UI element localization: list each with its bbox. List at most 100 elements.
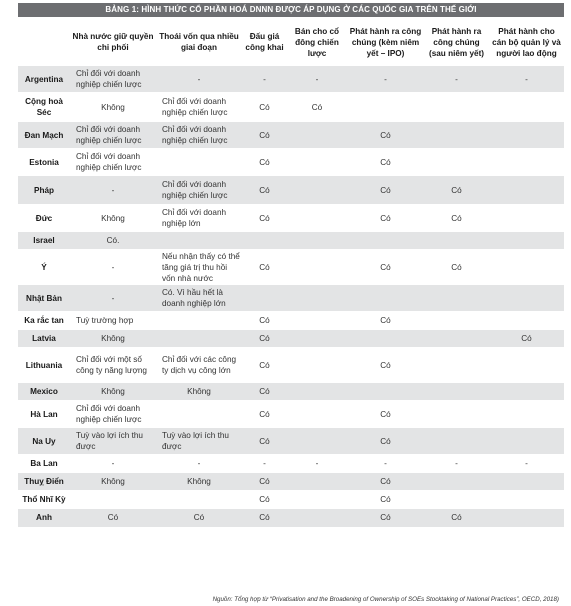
value-cell: - (242, 454, 287, 473)
value-cell: Có (242, 472, 287, 491)
value-cell: Có. Vì hầu hết là doanh nghiệp lớn (156, 284, 242, 312)
table-row: Lithuania Chỉ đối với một số công ty năng… (18, 347, 564, 383)
header-cell: Đấu giá công khai (245, 32, 284, 52)
value-cell: Có (287, 92, 347, 122)
value-cell: Chỉ đối với doanh nghiệp chiến lược (156, 121, 242, 149)
header-cell: Phát hành ra công chúng (sau niêm yết) (428, 26, 485, 58)
value-cell (156, 148, 242, 176)
value-cell (287, 204, 347, 232)
value-cell: - (156, 65, 242, 93)
value-cell (424, 148, 489, 176)
table-title: BẢNG 1: HÌNH THỨC CỔ PHẦN HOÁ DNNN ĐƯỢC … (18, 3, 564, 17)
header-cell: Bán cho cổ đông chiến lược (294, 26, 340, 58)
value-cell (287, 329, 347, 348)
value-cell (347, 231, 424, 250)
value-cell (489, 382, 564, 401)
value-cell: Chỉ đối với một số công ty năng lượng (70, 347, 156, 383)
value-cell (242, 231, 287, 250)
value-cell: Có (242, 400, 287, 428)
header-cell: Phát hành cho cán bộ quản lý và người la… (492, 26, 561, 58)
value-cell: - (70, 284, 156, 312)
value-cell: Có (242, 204, 287, 232)
value-cell: Không (156, 472, 242, 491)
value-cell: Có (424, 249, 489, 285)
value-cell (287, 472, 347, 491)
value-cell (489, 284, 564, 312)
value-cell: Có (242, 148, 287, 176)
country-cell: Thổ Nhĩ Kỳ (18, 490, 70, 509)
country-cell: Đức (18, 204, 70, 232)
header-cell: Phát hành ra công chúng (kèm niêm yết – … (349, 26, 422, 58)
value-cell (489, 490, 564, 509)
value-cell: Có (242, 121, 287, 149)
table-row: Ý - Nếu nhận thấy có thể tăng giá trị thu … (18, 249, 564, 285)
country-cell: Latvia (18, 329, 70, 348)
value-cell: Chỉ đối với doanh nghiệp chiến lược (156, 92, 242, 122)
value-cell: Có (347, 148, 424, 176)
country-cell: Na Uy (18, 427, 70, 455)
value-cell: - (70, 249, 156, 285)
value-cell: Có (242, 508, 287, 527)
table-row: Anh Có Có Có Có Có (18, 508, 564, 527)
country-cell: Ba Lan (18, 454, 70, 473)
source-note: Nguồn: Tổng hợp từ “Privatisation and th… (212, 596, 559, 603)
value-cell: Có (347, 311, 424, 330)
value-cell: Có (347, 472, 424, 491)
value-cell: Chỉ đối với doanh nghiệp chiến lược (70, 148, 156, 176)
value-cell: - (287, 65, 347, 93)
value-cell (70, 490, 156, 509)
value-cell: Có (347, 347, 424, 383)
value-cell (424, 427, 489, 455)
value-cell (489, 427, 564, 455)
value-cell (347, 382, 424, 401)
value-cell: - (156, 454, 242, 473)
value-cell: Có (156, 508, 242, 527)
value-cell (156, 231, 242, 250)
value-cell: Có (242, 347, 287, 383)
value-cell: Có (347, 175, 424, 205)
value-cell (424, 329, 489, 348)
country-cell: Lithuania (18, 347, 70, 383)
value-cell (156, 329, 242, 348)
value-cell: Không (70, 382, 156, 401)
table-row: Mexico Không Không Có (18, 382, 564, 401)
table-row: Argentina Chỉ đối với doanh nghiệp chiến … (18, 65, 564, 93)
value-cell: Không (70, 92, 156, 122)
value-cell: Có (242, 311, 287, 330)
value-cell (424, 382, 489, 401)
country-cell: Cộng hoà Séc (18, 92, 70, 122)
table-row: Estonia Chỉ đối với doanh nghiệp chiến lư… (18, 148, 564, 176)
table-row: Đan Mạch Chỉ đối với doanh nghiệp chiến l… (18, 121, 564, 149)
value-cell: Có (347, 508, 424, 527)
value-cell: Có (347, 249, 424, 285)
value-cell: Chỉ đối với doanh nghiệp chiến lược (156, 175, 242, 205)
value-cell (489, 472, 564, 491)
value-cell (287, 148, 347, 176)
value-cell: Tuỳ vào lợi ích thu được (156, 427, 242, 455)
table-body: Argentina Chỉ đối với doanh nghiệp chiến … (18, 65, 564, 527)
value-cell: Không (70, 329, 156, 348)
value-cell: Chỉ đối với doanh nghiệp chiến lược (70, 121, 156, 149)
value-cell: - (70, 175, 156, 205)
value-cell: Có (424, 204, 489, 232)
value-cell (156, 490, 242, 509)
country-cell: Pháp (18, 175, 70, 205)
table-row: Hà Lan Chỉ đối với doanh nghiệp chiến lượ… (18, 400, 564, 428)
value-cell (489, 347, 564, 383)
header-cell (18, 19, 70, 66)
value-cell (287, 382, 347, 401)
value-cell (489, 400, 564, 428)
table-row: Nhật Bản - Có. Vì hầu hết là doanh nghiệp … (18, 284, 564, 312)
value-cell: Có (347, 427, 424, 455)
value-cell (287, 508, 347, 527)
value-cell: Chỉ đối với doanh nghiệp lớn (156, 204, 242, 232)
value-cell (156, 311, 242, 330)
table-row: Ba Lan - - - - - - - (18, 454, 564, 473)
value-cell (347, 284, 424, 312)
privatization-table: Nhà nước giữ quyền chi phối Thoái vốn qu… (18, 19, 564, 527)
country-cell: Estonia (18, 148, 70, 176)
value-cell: Có (70, 508, 156, 527)
country-cell: Anh (18, 508, 70, 527)
value-cell (347, 329, 424, 348)
table-row: Na Uy Tuỳ vào lợi ích thu được Tuỳ vào lợi… (18, 427, 564, 455)
